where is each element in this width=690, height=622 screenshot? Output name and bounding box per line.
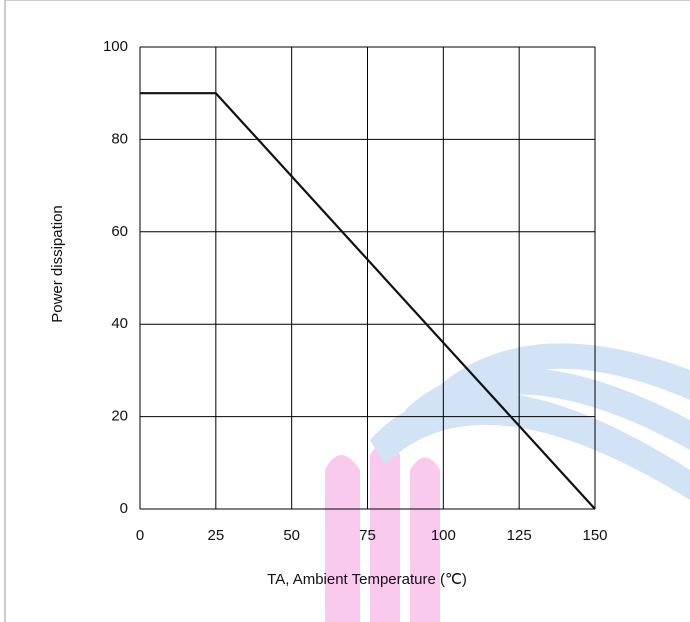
y-axis-label: Power dissipation	[49, 205, 66, 323]
x-tick-label: 25	[207, 527, 224, 544]
y-tick-label: 80	[111, 130, 128, 147]
x-tick-label: 125	[507, 527, 532, 544]
y-tick-label: 0	[120, 500, 128, 517]
x-tick-label: 75	[359, 527, 376, 544]
data-line	[140, 92, 596, 510]
x-tick-label: 0	[136, 527, 144, 544]
x-tick-label: 100	[431, 527, 456, 544]
y-tick-label: 60	[111, 223, 128, 240]
x-axis-label: TA, Ambient Temperature (℃)	[267, 571, 467, 588]
y-tick-label: 40	[111, 315, 128, 332]
watermark	[325, 343, 690, 622]
x-tick-label: 150	[582, 527, 607, 544]
x-tick-label: 50	[283, 527, 300, 544]
y-tick-label: 20	[111, 408, 128, 425]
y-tick-label: 100	[103, 38, 128, 55]
frame	[4, 0, 690, 622]
